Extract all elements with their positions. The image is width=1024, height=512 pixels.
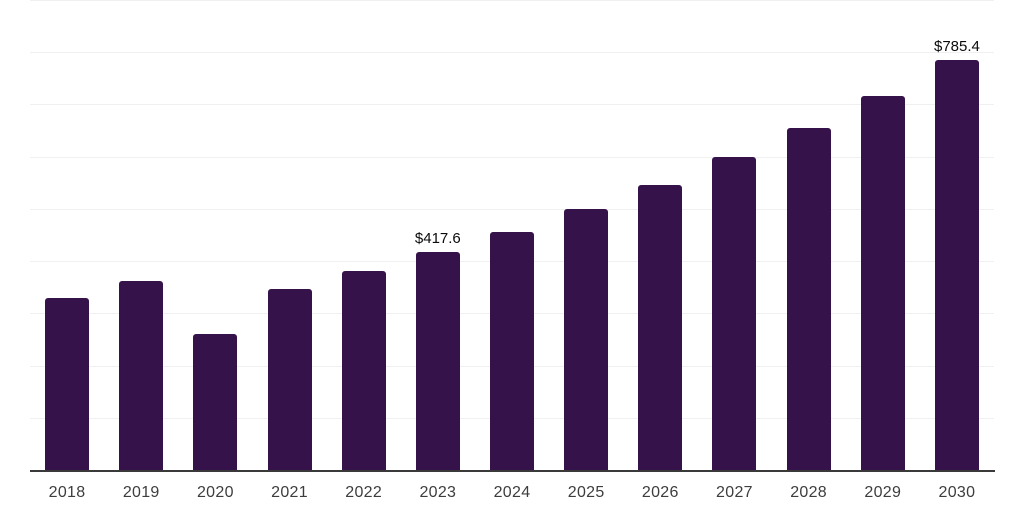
gridline bbox=[30, 208, 994, 210]
x-tick-2027: 2027 bbox=[716, 484, 753, 501]
x-tick-2028: 2028 bbox=[790, 484, 828, 501]
bar-2019 bbox=[119, 281, 164, 470]
x-tick-2025: 2025 bbox=[567, 484, 605, 501]
x-tick-2021: 2021 bbox=[271, 484, 308, 501]
bar-2021 bbox=[267, 289, 312, 470]
bar-2025 bbox=[564, 208, 609, 470]
gridline bbox=[30, 52, 994, 54]
bar-2026 bbox=[638, 184, 683, 470]
bar-2023 bbox=[415, 251, 460, 470]
data-label-2030: $785.4 bbox=[933, 37, 980, 55]
x-tick-2023: 2023 bbox=[419, 484, 457, 501]
bar-2024 bbox=[490, 231, 534, 470]
bar-2027 bbox=[712, 156, 757, 470]
x-tick-2030: 2030 bbox=[938, 484, 976, 501]
x-tick-2024: 2024 bbox=[493, 484, 531, 501]
x-axis-line bbox=[30, 470, 995, 472]
bar-2030 bbox=[934, 59, 979, 470]
x-tick-2020: 2020 bbox=[196, 484, 234, 501]
bar-2020 bbox=[193, 333, 238, 470]
gridline bbox=[30, 156, 994, 158]
bar-2018 bbox=[45, 297, 90, 470]
x-tick-2019: 2019 bbox=[122, 484, 160, 501]
bar-2022 bbox=[341, 271, 386, 470]
x-tick-2029: 2029 bbox=[864, 484, 902, 501]
x-tick-2022: 2022 bbox=[345, 484, 383, 501]
bar-2028 bbox=[786, 128, 831, 470]
data-label-2023: $417.6 bbox=[414, 229, 461, 247]
gridline bbox=[30, 104, 994, 106]
gridline bbox=[30, 0, 994, 1]
x-tick-2026: 2026 bbox=[641, 484, 679, 501]
plot-area: $417.6 $785.4 bbox=[30, 0, 994, 470]
x-tick-2018: 2018 bbox=[48, 484, 86, 501]
bar-2029 bbox=[860, 95, 905, 470]
